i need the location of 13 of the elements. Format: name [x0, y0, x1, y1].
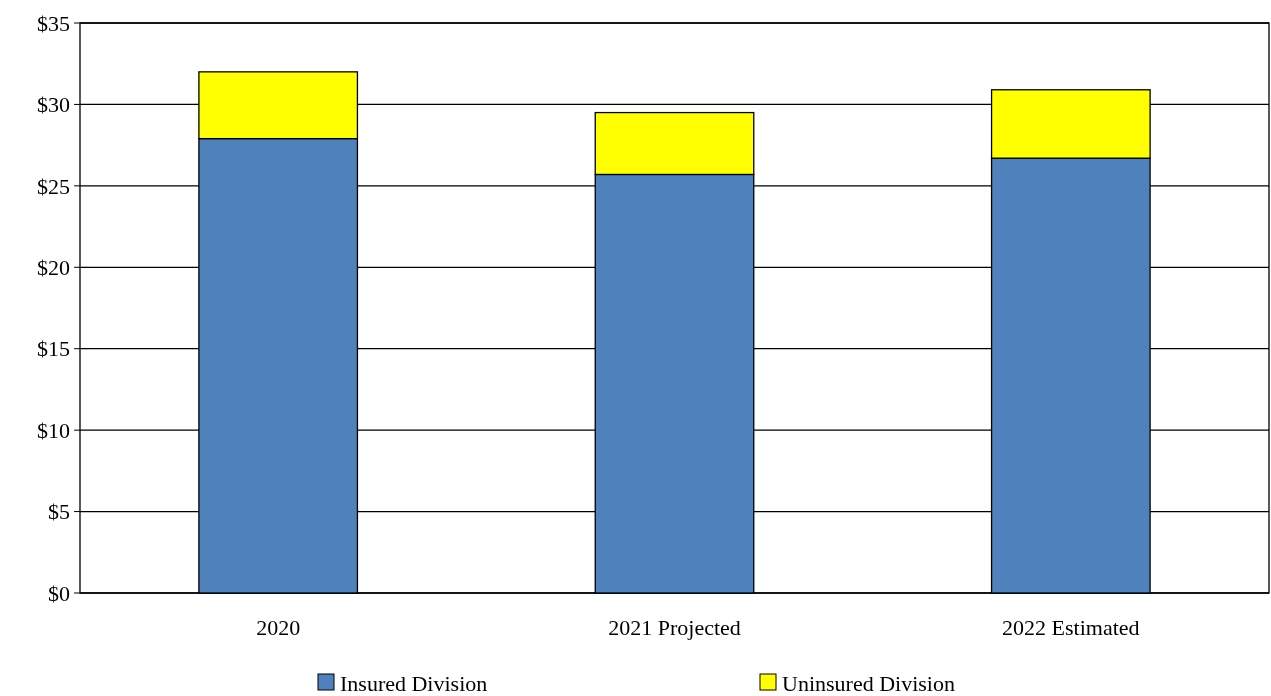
y-tick-label: $20 [37, 254, 70, 280]
y-tick-label: $15 [37, 336, 70, 362]
x-tick-label: 2022 Estimated [1002, 615, 1140, 640]
y-tick-label: $25 [37, 173, 70, 199]
x-tick-label: 2021 Projected [608, 615, 741, 640]
legend-label: Insured Division [340, 670, 488, 696]
legend-label: Uninsured Division [782, 670, 955, 696]
y-tick-label: $30 [37, 92, 70, 118]
y-tick-label: $5 [48, 499, 70, 525]
y-tick-label: $0 [48, 580, 70, 606]
y-tick-label: $10 [37, 417, 70, 443]
x-tick-label: 2020 [256, 615, 301, 640]
y-tick-label: $35 [37, 10, 70, 36]
